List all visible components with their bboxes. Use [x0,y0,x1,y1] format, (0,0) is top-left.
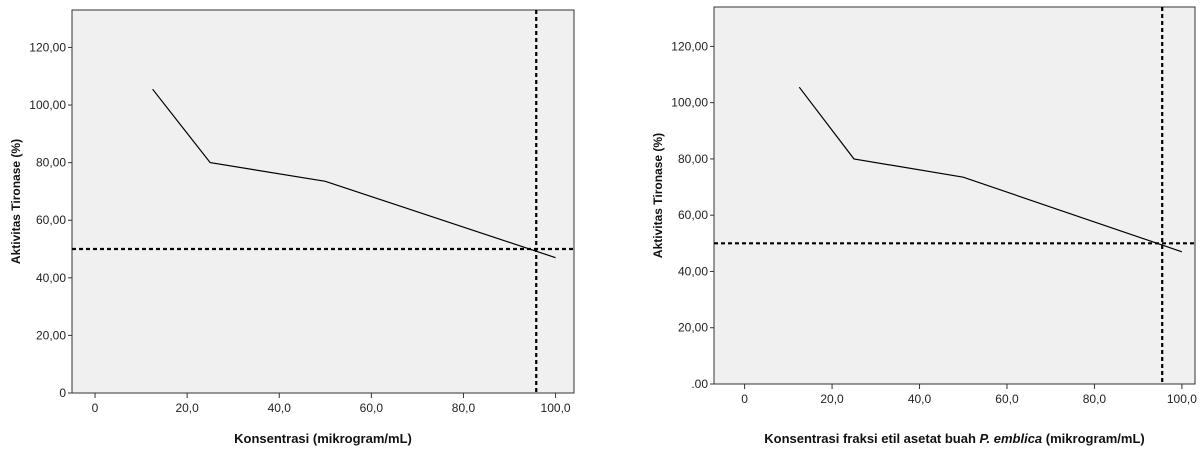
x-tick-label: 40,0 [268,401,292,415]
x-tick-label: 20,0 [175,401,199,415]
x-tick-label: 20,0 [820,392,844,406]
x-tick-label: 60,0 [360,401,384,415]
y-tick-label: 0 [59,386,66,400]
chart-right-svg: .00 20,00 40,00 60,00 80,00 100,00 120,00 0 20,0… [651,6,1197,446]
plot-area [71,9,575,394]
x-tick-label: 40,0 [908,392,932,406]
y-axis-label: Aktivitas Tironase (%) [9,139,23,264]
y-tick-label: 60,00 [678,208,708,222]
x-tick-label: 80,0 [1083,392,1107,406]
chart-left-svg: 0 20,00 40,00 60,00 80,00 100,00 120,00 0 20,0 40… [9,9,575,446]
y-tick-label: 100,00 [29,98,66,112]
x-tick-label: 0 [741,392,748,406]
y-tick-label: 40,00 [36,271,66,285]
y-tick-label: 60,00 [36,213,66,227]
x-tick-label: 80,0 [452,401,476,415]
x-axis-label-part: Konsentrasi fraksi etil asetat buah [764,431,979,446]
x-axis-label-part: (mikrogram/mL) [1042,431,1145,446]
x-tick-label: 100,0 [541,401,571,415]
y-tick-label: 120,00 [671,39,708,53]
y-tick-label: 120,00 [29,40,66,54]
series-line [798,86,1183,253]
x-tick-label: 60,0 [995,392,1019,406]
y-axis-label: Aktivitas Tironase (%) [651,133,665,258]
y-tick-label: 100,00 [671,96,708,110]
y-tick-label: 80,00 [36,156,66,170]
x-axis-label-part: P. emblica [980,431,1043,446]
chart-konsentrasi: 0 20,00 40,00 60,00 80,00 100,00 120,00 0 20,0 40… [9,9,575,446]
series-line [152,88,556,259]
y-tick-label: 40,00 [678,264,708,278]
y-tick-label: .00 [691,377,708,391]
x-axis-label: Konsentrasi (mikrogram/mL) [234,431,412,446]
y-tick-label: 20,00 [678,321,708,335]
plot-area [713,6,1196,385]
y-tick-label: 20,00 [36,328,66,342]
chart-konsentrasi-fraksi: .00 20,00 40,00 60,00 80,00 100,00 120,00 0 20,0… [632,0,1200,458]
y-tick-label: 80,00 [678,152,708,166]
x-tick-label: 0 [92,401,99,415]
x-tick-label: 100,0 [1167,392,1197,406]
x-axis-label: Konsentrasi fraksi etil asetat buah P. e… [764,431,1145,446]
